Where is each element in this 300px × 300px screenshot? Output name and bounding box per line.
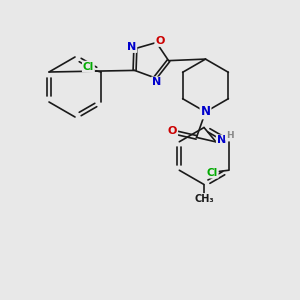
Text: O: O [155,36,165,46]
Text: N: N [217,135,226,146]
Text: CH₃: CH₃ [194,194,214,204]
Text: O: O [168,126,177,136]
Text: Cl: Cl [207,168,218,178]
Text: N: N [127,42,136,52]
Text: Cl: Cl [83,61,94,72]
Text: N: N [152,77,161,87]
Text: N: N [200,105,211,119]
Text: H: H [226,131,233,140]
